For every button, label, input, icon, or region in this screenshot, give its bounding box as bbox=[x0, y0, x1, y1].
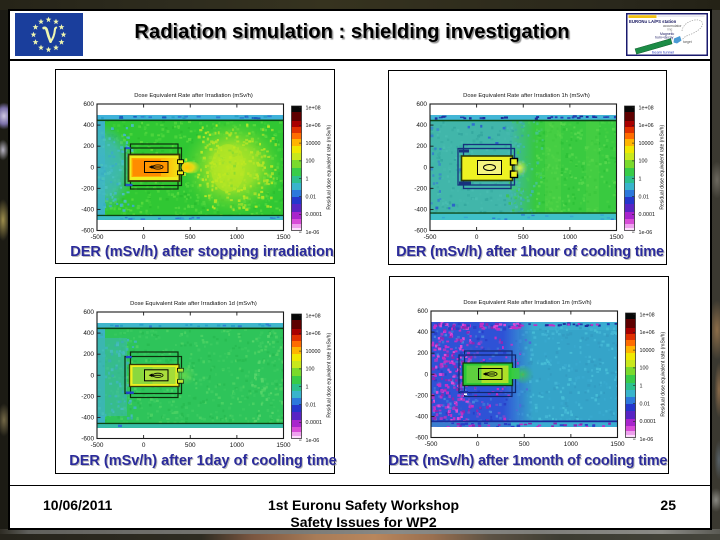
svg-text:500: 500 bbox=[185, 442, 196, 449]
svg-text:1e-06: 1e-06 bbox=[306, 230, 320, 236]
svg-text:accumulator: accumulator bbox=[663, 24, 682, 28]
svg-text:0.01: 0.01 bbox=[639, 194, 650, 200]
svg-text:-500: -500 bbox=[91, 234, 104, 241]
svg-text:1e-06: 1e-06 bbox=[640, 437, 654, 443]
svg-text:Dose Equivalent Rate after Irr: Dose Equivalent Rate after Irradiation 1… bbox=[463, 300, 591, 306]
svg-text:600: 600 bbox=[83, 101, 94, 108]
svg-text:200: 200 bbox=[416, 143, 427, 150]
svg-text:0.0001: 0.0001 bbox=[306, 420, 323, 426]
svg-text:100: 100 bbox=[306, 159, 315, 165]
svg-text:0: 0 bbox=[476, 441, 480, 448]
svg-text:200: 200 bbox=[83, 351, 94, 358]
svg-text:1e+06: 1e+06 bbox=[640, 330, 655, 336]
svg-text:Residual dose equivalent rate: Residual dose equivalent rate (mSv/h) bbox=[661, 332, 667, 417]
svg-text:200: 200 bbox=[417, 350, 428, 357]
svg-text:Dose Equivalent Rate after Irr: Dose Equivalent Rate after Irradiation 1… bbox=[463, 93, 590, 99]
svg-text:1e-06: 1e-06 bbox=[639, 230, 653, 236]
svg-text:-400: -400 bbox=[81, 414, 94, 421]
svg-text:-500: -500 bbox=[425, 441, 438, 448]
svg-text:0.0001: 0.0001 bbox=[640, 419, 657, 425]
svg-text:0.01: 0.01 bbox=[640, 401, 651, 407]
svg-text:1000: 1000 bbox=[230, 234, 245, 241]
svg-text:10000: 10000 bbox=[306, 141, 321, 147]
svg-text:100: 100 bbox=[306, 367, 315, 373]
svg-text:1e-06: 1e-06 bbox=[306, 438, 320, 444]
svg-text:1500: 1500 bbox=[276, 234, 291, 241]
svg-text:-200: -200 bbox=[414, 185, 427, 192]
svg-text:Magnetic: Magnetic bbox=[660, 32, 674, 36]
svg-text:-200: -200 bbox=[415, 392, 428, 399]
svg-text:400: 400 bbox=[416, 122, 427, 129]
svg-text:1e+06: 1e+06 bbox=[306, 123, 321, 129]
svg-text:1e+08: 1e+08 bbox=[640, 312, 655, 318]
svg-text:1000: 1000 bbox=[230, 442, 245, 449]
svg-text:1: 1 bbox=[639, 177, 642, 183]
svg-text:1500: 1500 bbox=[610, 441, 625, 448]
svg-text:-500: -500 bbox=[91, 442, 104, 449]
svg-text:0.0001: 0.0001 bbox=[306, 212, 323, 218]
svg-text:400: 400 bbox=[417, 329, 428, 336]
svg-text:0.0001: 0.0001 bbox=[639, 212, 656, 218]
svg-text:-400: -400 bbox=[81, 206, 94, 213]
svg-text:Residual dose equivalent rate: Residual dose equivalent rate (mSv/h) bbox=[327, 333, 333, 418]
svg-text:600: 600 bbox=[417, 308, 428, 315]
svg-text:-200: -200 bbox=[81, 393, 94, 400]
svg-text:-400: -400 bbox=[414, 206, 427, 213]
svg-text:-600: -600 bbox=[414, 228, 427, 235]
svg-text:Dose Equivalent Rate after Irr: Dose Equivalent Rate after Irradiation 1… bbox=[130, 301, 257, 307]
svg-text:0: 0 bbox=[142, 234, 146, 241]
svg-text:1e+06: 1e+06 bbox=[639, 123, 654, 129]
svg-text:0.01: 0.01 bbox=[306, 194, 317, 200]
svg-text:500: 500 bbox=[519, 441, 530, 448]
svg-text:1500: 1500 bbox=[609, 234, 624, 241]
svg-text:10000: 10000 bbox=[639, 141, 654, 147]
svg-text:600: 600 bbox=[416, 101, 427, 108]
svg-text:0: 0 bbox=[90, 372, 94, 379]
svg-text:-600: -600 bbox=[81, 436, 94, 443]
svg-text:-600: -600 bbox=[415, 435, 428, 442]
svg-text:Residual dose equivalent rate: Residual dose equivalent rate (mSv/h) bbox=[327, 125, 333, 210]
svg-text:100: 100 bbox=[639, 159, 648, 165]
svg-text:1: 1 bbox=[306, 385, 309, 391]
svg-text:600: 600 bbox=[83, 309, 94, 316]
svg-text:400: 400 bbox=[83, 122, 94, 129]
svg-text:0: 0 bbox=[423, 164, 427, 171]
svg-text:1: 1 bbox=[640, 384, 643, 390]
svg-text:1e+08: 1e+08 bbox=[306, 105, 321, 111]
svg-text:1e+08: 1e+08 bbox=[639, 105, 654, 111]
svg-text:ring: ring bbox=[667, 28, 673, 32]
svg-text:1e+06: 1e+06 bbox=[306, 331, 321, 337]
svg-text:-600: -600 bbox=[81, 228, 94, 235]
svg-text:0: 0 bbox=[90, 164, 94, 171]
svg-text:-500: -500 bbox=[424, 234, 437, 241]
svg-text:EURONu LA/PS station: EURONu LA/PS station bbox=[629, 19, 677, 24]
svg-text:-200: -200 bbox=[81, 185, 94, 192]
svg-text:500: 500 bbox=[185, 234, 196, 241]
svg-text:beam tunnel: beam tunnel bbox=[652, 50, 674, 55]
svg-text:500: 500 bbox=[518, 234, 529, 241]
svg-text:1000: 1000 bbox=[564, 441, 579, 448]
svg-text:Dose Equivalent Rate after Irr: Dose Equivalent Rate after Irradiation (… bbox=[134, 93, 253, 99]
svg-text:target: target bbox=[683, 40, 692, 44]
svg-text:100: 100 bbox=[640, 366, 649, 372]
svg-text:1000: 1000 bbox=[563, 234, 578, 241]
svg-text:10000: 10000 bbox=[306, 349, 321, 355]
svg-text:-400: -400 bbox=[415, 413, 428, 420]
svg-text:Residual dose equivalent rate: Residual dose equivalent rate (mSv/h) bbox=[660, 125, 666, 210]
svg-text:0: 0 bbox=[475, 234, 479, 241]
svg-text:horn+decay: horn+decay bbox=[655, 36, 674, 40]
svg-text:0: 0 bbox=[424, 371, 428, 378]
svg-text:0.01: 0.01 bbox=[306, 402, 317, 408]
svg-text:400: 400 bbox=[83, 330, 94, 337]
svg-text:200: 200 bbox=[83, 143, 94, 150]
svg-text:10000: 10000 bbox=[640, 348, 655, 354]
svg-text:0: 0 bbox=[142, 442, 146, 449]
svg-text:1: 1 bbox=[306, 177, 309, 183]
svg-text:1e+08: 1e+08 bbox=[306, 313, 321, 319]
svg-text:1500: 1500 bbox=[276, 442, 291, 449]
